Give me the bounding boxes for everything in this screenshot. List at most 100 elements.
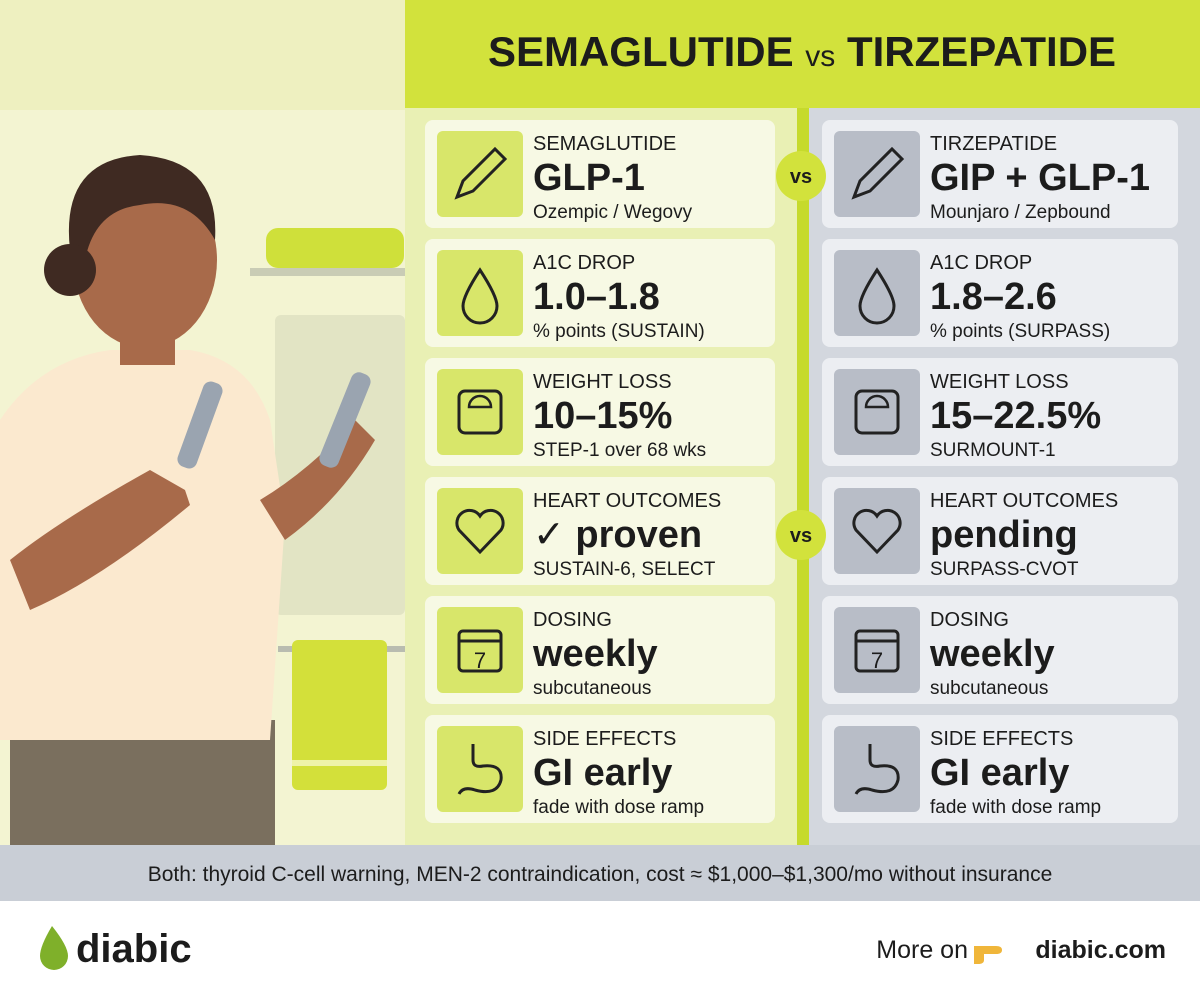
header-band (405, 0, 1200, 108)
row-label: WEIGHT LOSS (930, 371, 1069, 393)
row-value: pending (930, 514, 1078, 556)
row-note: Mounjaro / Zepbound (930, 202, 1111, 223)
icon-stomach (457, 744, 503, 795)
row-label: A1C DROP (930, 252, 1032, 274)
row-value: weekly (929, 633, 1055, 675)
shirt (0, 350, 285, 740)
icon-box (834, 607, 920, 693)
title-left: SEMAGLUTIDE (488, 28, 794, 75)
row-label: SEMAGLUTIDE (533, 133, 676, 155)
more-text: More on (876, 936, 968, 964)
row-label: SIDE EFFECTS (930, 728, 1073, 750)
icon-scale (854, 389, 900, 435)
towel-stripe (292, 760, 387, 766)
row-label: HEART OUTCOMES (533, 490, 721, 512)
footer-note: Both: thyroid C-cell warning, MEN-2 cont… (148, 863, 1053, 886)
brand-name: diabic (76, 927, 192, 971)
icon-calendar (457, 629, 503, 673)
row-note: subcutaneous (930, 678, 1048, 699)
row-note: Ozempic / Wegovy (533, 202, 693, 223)
row-value: 1.8–2.6 (930, 276, 1057, 318)
footer-bar (0, 845, 1200, 901)
icon-stomach (854, 744, 900, 795)
icon-pen (851, 146, 905, 200)
row-label: WEIGHT LOSS (533, 371, 672, 393)
icon-box (834, 369, 920, 455)
row-label: A1C DROP (533, 252, 635, 274)
row-label: TIRZEPATIDE (930, 133, 1057, 155)
row-value: GIP + GLP-1 (930, 157, 1150, 199)
row-note: STEP-1 over 68 wks (533, 440, 706, 461)
icon-box (834, 726, 920, 812)
icon-box (834, 250, 920, 336)
row-value: 15–22.5% (930, 395, 1101, 437)
row-value: GLP-1 (533, 157, 645, 199)
icon-box (834, 131, 920, 217)
icon-drop (461, 267, 499, 325)
row-note: SUSTAIN-6, SELECT (533, 559, 716, 580)
pen-right (319, 372, 371, 468)
brand-logo (40, 926, 68, 970)
row-value: ✓ proven (533, 514, 702, 556)
pen-left (177, 381, 223, 469)
divider (797, 108, 809, 845)
row-value: GI early (930, 752, 1069, 794)
row-note: subcutaneous (533, 678, 651, 699)
icon-box (437, 131, 523, 217)
row-note: fade with dose ramp (930, 797, 1101, 818)
title-vs: vs (805, 40, 835, 73)
vs-badge-text: vs (790, 525, 812, 547)
icon-scale-dial (864, 394, 890, 409)
hair-bun (44, 244, 96, 296)
row-label: DOSING (930, 609, 1009, 631)
row-value: 1.0–1.8 (533, 276, 660, 318)
scene-wall (0, 0, 405, 110)
vs-badge (776, 151, 826, 201)
shelf (250, 268, 405, 276)
arm-left (10, 470, 190, 610)
icon-scale (457, 389, 503, 435)
pointing-hand (974, 946, 1002, 964)
icon-heart (455, 508, 505, 555)
row-value: 10–15% (533, 395, 672, 437)
icon-box (834, 488, 920, 574)
more-link[interactable]: diabic.com (1035, 936, 1166, 964)
icon-box (437, 250, 523, 336)
row-value: GI early (533, 752, 672, 794)
arm-right (260, 420, 375, 540)
icon-box (437, 369, 523, 455)
row-note: % points (SURPASS) (930, 321, 1110, 342)
pants (10, 720, 275, 845)
illustration-person (0, 155, 375, 845)
icon-scale-dial (467, 394, 493, 409)
vs-badge-text: vs (790, 166, 812, 188)
icon-text: 7 (871, 648, 883, 673)
row-label: SIDE EFFECTS (533, 728, 676, 750)
icon-heart (852, 508, 902, 555)
towel-folded (266, 228, 404, 268)
row-note: % points (SUSTAIN) (533, 321, 705, 342)
row-note: fade with dose ramp (533, 797, 704, 818)
icon-box (437, 607, 523, 693)
row-value: weekly (532, 633, 658, 675)
title-right: TIRZEPATIDE (847, 28, 1116, 75)
row-label: HEART OUTCOMES (930, 490, 1118, 512)
vs-badge (776, 510, 826, 560)
icon-pen (454, 146, 508, 200)
icon-box (437, 726, 523, 812)
row-note: SURPASS-CVOT (930, 559, 1079, 580)
towel-hanging (292, 640, 387, 790)
icon-text: 7 (474, 648, 486, 673)
